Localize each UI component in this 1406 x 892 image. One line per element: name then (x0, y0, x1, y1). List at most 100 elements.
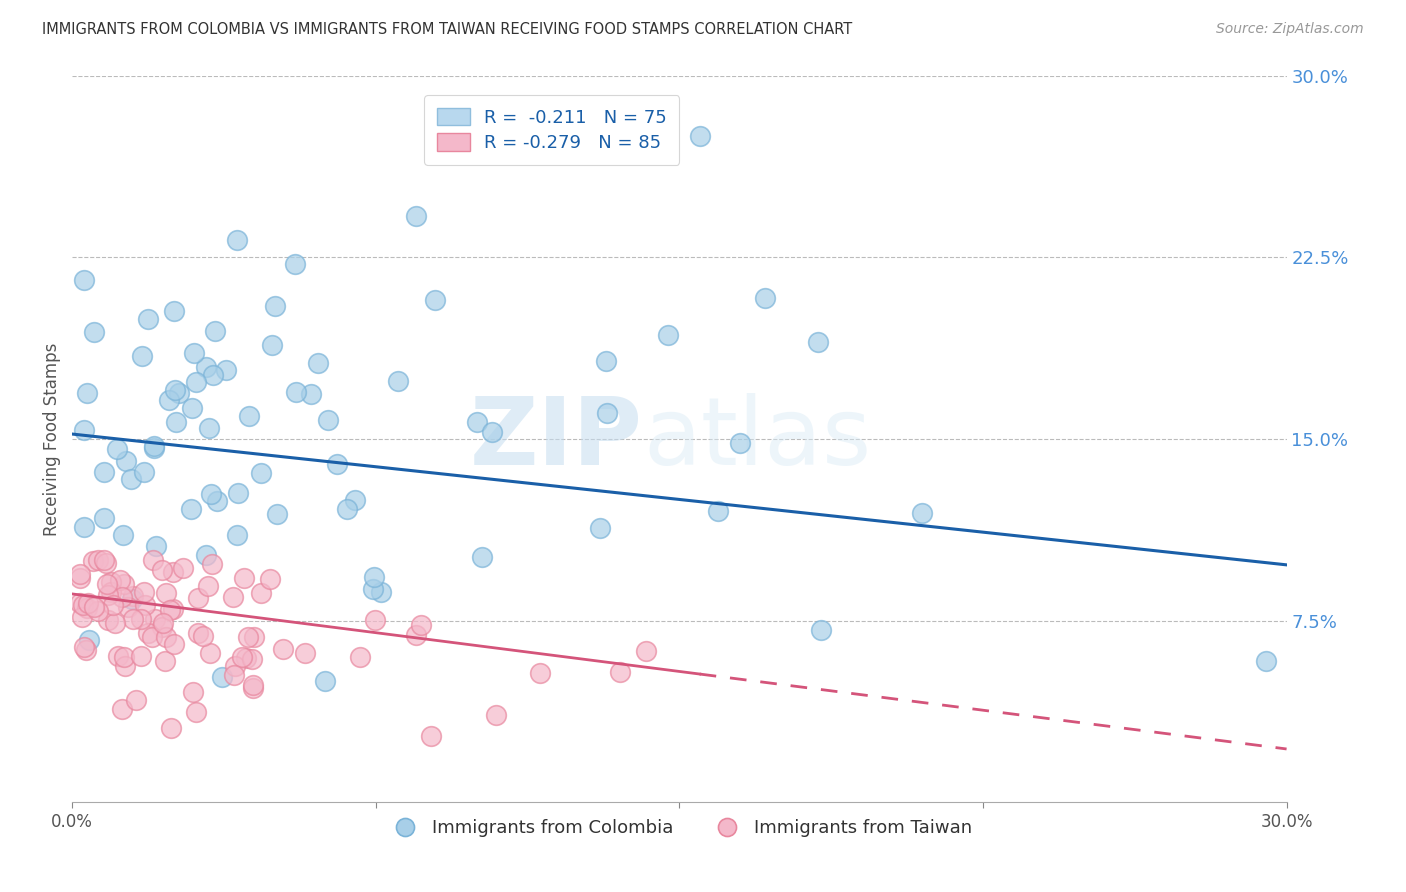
Point (134, 585, 156, 599)
Point (163, 303, 186, 318)
Point (187, 626, 209, 640)
Point (136, 312, 159, 326)
Point (136, 626, 159, 640)
Point (112, 577, 135, 591)
Point (215, 363, 238, 377)
Point (122, 590, 145, 604)
Point (97, 588, 120, 602)
Point (101, 599, 124, 613)
Point (183, 346, 205, 360)
Point (152, 615, 174, 630)
Point (105, 442, 128, 456)
Point (200, 487, 222, 501)
Point (142, 553, 165, 567)
Point (96, 556, 118, 570)
Point (186, 706, 208, 720)
Point (87, 553, 110, 567)
Point (86, 603, 108, 617)
Point (75, 643, 97, 657)
Point (911, 506, 934, 520)
Point (96, 577, 118, 591)
Point (77, 597, 100, 611)
Point (69, 596, 91, 610)
Point (114, 454, 136, 468)
Point (77, 632, 100, 647)
Point (595, 354, 617, 368)
Point (226, 233, 249, 247)
Point (467, 415, 489, 429)
Point (143, 439, 166, 453)
Point (69, 571, 91, 585)
Point (150, 563, 173, 577)
Point (529, 665, 551, 680)
Point (224, 658, 246, 673)
Point (198, 421, 221, 435)
Point (419, 730, 441, 744)
Point (143, 612, 166, 626)
Point (707, 503, 730, 517)
Point (364, 613, 387, 627)
Point (226, 485, 249, 500)
Point (361, 582, 384, 596)
Point (70, 610, 93, 624)
Point (689, 129, 711, 144)
Point (163, 636, 186, 650)
Point (409, 618, 432, 632)
Point (232, 571, 254, 585)
Point (107, 648, 129, 663)
Point (596, 406, 619, 420)
Point (76, 386, 98, 401)
Text: Source: ZipAtlas.com: Source: ZipAtlas.com (1216, 22, 1364, 37)
Point (134, 465, 156, 479)
Point (150, 620, 173, 634)
Point (72, 598, 94, 612)
Point (294, 646, 316, 660)
Point (198, 646, 221, 660)
Point (160, 721, 183, 735)
Point (405, 209, 427, 223)
Text: ZIP: ZIP (470, 392, 643, 485)
Point (100, 574, 122, 589)
Point (243, 630, 266, 644)
Point (273, 642, 295, 657)
Point (110, 573, 132, 587)
Point (181, 685, 204, 699)
Point (263, 299, 285, 313)
Point (423, 293, 446, 308)
Point (111, 702, 134, 716)
Point (114, 659, 136, 673)
Point (191, 629, 214, 643)
Point (111, 591, 134, 605)
Point (197, 579, 219, 593)
Point (238, 409, 260, 423)
Point (201, 368, 224, 382)
Point (314, 674, 336, 689)
Point (728, 435, 751, 450)
Point (104, 615, 127, 630)
Point (238, 630, 260, 644)
Point (112, 649, 135, 664)
Point (242, 681, 264, 696)
Point (155, 654, 177, 668)
Point (259, 573, 281, 587)
Point (93, 511, 115, 525)
Point (73, 519, 96, 533)
Point (97, 613, 120, 627)
Point (211, 670, 233, 684)
Point (162, 565, 184, 579)
Point (471, 549, 494, 564)
Point (129, 612, 152, 626)
Point (145, 539, 167, 553)
Point (157, 392, 180, 407)
Point (69, 567, 91, 582)
Point (180, 401, 202, 415)
Point (387, 375, 409, 389)
Text: atlas: atlas (643, 392, 872, 485)
Legend: Immigrants from Colombia, Immigrants from Taiwan: Immigrants from Colombia, Immigrants fro… (380, 812, 980, 844)
Point (226, 527, 249, 541)
Point (370, 584, 392, 599)
Point (344, 493, 367, 508)
Point (262, 337, 284, 351)
Point (481, 425, 503, 440)
Point (155, 586, 177, 600)
